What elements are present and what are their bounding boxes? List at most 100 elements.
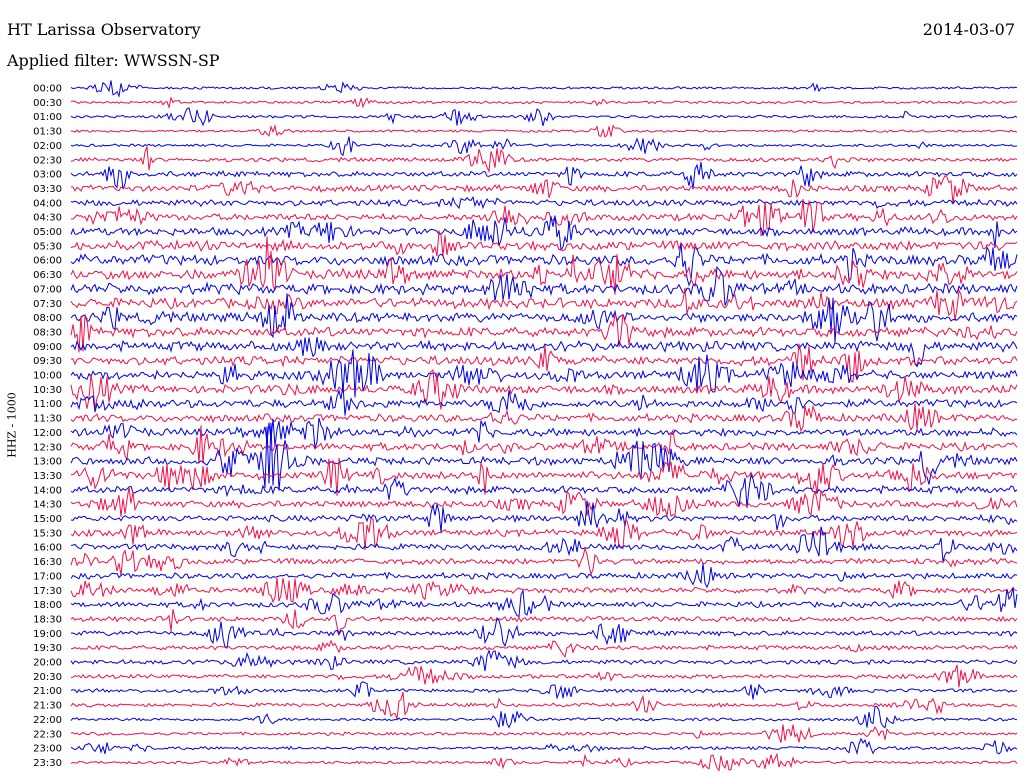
seismic-trace	[70, 577, 1018, 604]
time-tick-label: 19:00	[33, 629, 62, 640]
seismic-trace	[70, 457, 1018, 496]
seismic-trace	[70, 425, 1018, 464]
seismic-trace	[70, 487, 1018, 517]
seismic-trace	[70, 198, 1018, 237]
seismic-trace	[70, 195, 1018, 210]
time-tick-label: 22:00	[33, 715, 62, 726]
time-tick-label: 10:00	[33, 371, 62, 382]
seismic-trace	[70, 146, 1018, 174]
time-tick-label: 06:00	[33, 256, 62, 267]
filter-label: Applied filter: WWSSN-SP	[7, 51, 220, 70]
seismic-trace	[70, 161, 1018, 190]
seismic-trace	[70, 265, 1018, 306]
seismic-trace	[70, 518, 1018, 551]
seismic-trace	[70, 705, 1018, 729]
time-tick-label: 18:30	[33, 614, 62, 625]
time-tick-label: 18:00	[33, 600, 62, 611]
seismic-trace	[70, 229, 1018, 257]
seismic-trace	[70, 384, 1018, 416]
time-tick-label: 20:00	[33, 658, 62, 669]
seismic-trace	[70, 546, 1018, 577]
seismic-trace	[70, 215, 1018, 252]
seismic-trace	[70, 691, 1018, 720]
time-tick-label: 13:00	[33, 457, 62, 468]
time-tick-label: 22:30	[33, 729, 62, 740]
seismic-trace	[70, 681, 1018, 700]
seismic-trace	[70, 343, 1018, 383]
time-tick-label: 16:00	[33, 543, 62, 554]
time-tick-label: 12:00	[33, 428, 62, 439]
seismic-trace	[70, 107, 1018, 127]
seismic-trace	[70, 616, 1018, 649]
time-tick-label: 11:00	[33, 399, 62, 410]
time-tick-label: 17:30	[33, 586, 62, 597]
time-tick-label: 23:00	[33, 744, 62, 755]
seismic-trace	[70, 136, 1018, 157]
time-tick-label: 04:00	[33, 198, 62, 209]
time-tick-label: 00:00	[33, 84, 62, 95]
seismic-trace	[70, 724, 1018, 743]
seismic-trace	[70, 369, 1018, 410]
seismic-trace	[70, 648, 1018, 672]
seismic-trace	[70, 639, 1018, 659]
time-tick-label: 02:00	[33, 141, 62, 152]
time-tick-label: 07:00	[33, 284, 62, 295]
time-tick-label: 16:30	[33, 557, 62, 568]
time-tick-label: 14:00	[33, 485, 62, 496]
time-tick-label: 20:30	[33, 672, 62, 683]
seismic-trace	[70, 124, 1018, 138]
time-tick-label: 09:30	[33, 356, 62, 367]
time-tick-label: 05:30	[33, 241, 62, 252]
time-tick-label: 09:00	[33, 342, 62, 353]
record-date: 2014-03-07	[922, 20, 1015, 39]
time-tick-label: 01:00	[33, 112, 62, 123]
seismic-traces	[70, 80, 1018, 772]
time-tick-label: 08:00	[33, 313, 62, 324]
time-tick-label: 03:00	[33, 170, 62, 181]
seismic-trace	[70, 174, 1018, 205]
time-tick-label: 11:30	[33, 414, 62, 425]
seismic-trace	[70, 609, 1018, 635]
seismic-trace	[70, 96, 1018, 110]
time-tick-label: 04:30	[33, 213, 62, 224]
time-tick-label: 17:00	[33, 571, 62, 582]
seismic-trace	[70, 287, 1018, 321]
time-tick-label: 02:30	[33, 155, 62, 166]
time-tick-label: 13:30	[33, 471, 62, 482]
seismic-trace	[70, 563, 1018, 589]
seismic-trace	[70, 500, 1018, 533]
seismic-trace	[70, 80, 1018, 98]
seismic-trace	[70, 403, 1018, 433]
time-tick-label: 21:30	[33, 701, 62, 712]
seismic-trace	[70, 587, 1018, 618]
time-tick-label: 19:30	[33, 643, 62, 654]
seismic-trace	[70, 664, 1018, 688]
seismic-trace	[70, 293, 1018, 343]
seismic-trace	[70, 417, 1018, 449]
time-tick-label: 06:30	[33, 270, 62, 281]
seismic-trace	[70, 337, 1018, 368]
seismic-trace	[70, 349, 1018, 398]
time-tick-label: 03:30	[33, 184, 62, 195]
time-tick-label: 12:30	[33, 442, 62, 453]
station-title: HT Larissa Observatory	[7, 20, 201, 39]
time-tick-label: 08:30	[33, 327, 62, 338]
time-tick-label: 15:00	[33, 514, 62, 525]
time-tick-labels: 00:00 00:30 01:00 01:30 02:00 02:30 03:00 03:30…	[33, 84, 62, 769]
time-tick-label: 21:00	[33, 686, 62, 697]
seismic-trace	[70, 243, 1018, 287]
seismic-trace	[70, 422, 1018, 491]
seismic-trace	[70, 737, 1018, 756]
seismic-trace	[70, 526, 1018, 562]
seismic-trace	[70, 473, 1018, 508]
time-tick-label: 15:30	[33, 528, 62, 539]
time-tick-label: 10:30	[33, 385, 62, 396]
time-tick-label: 07:30	[33, 299, 62, 310]
time-tick-label: 05:00	[33, 227, 62, 238]
time-tick-label: 23:30	[33, 758, 62, 769]
time-tick-label: 00:30	[33, 98, 62, 109]
seismic-trace	[70, 236, 1018, 295]
seismic-trace	[70, 752, 1018, 772]
time-tick-label: 14:30	[33, 500, 62, 511]
